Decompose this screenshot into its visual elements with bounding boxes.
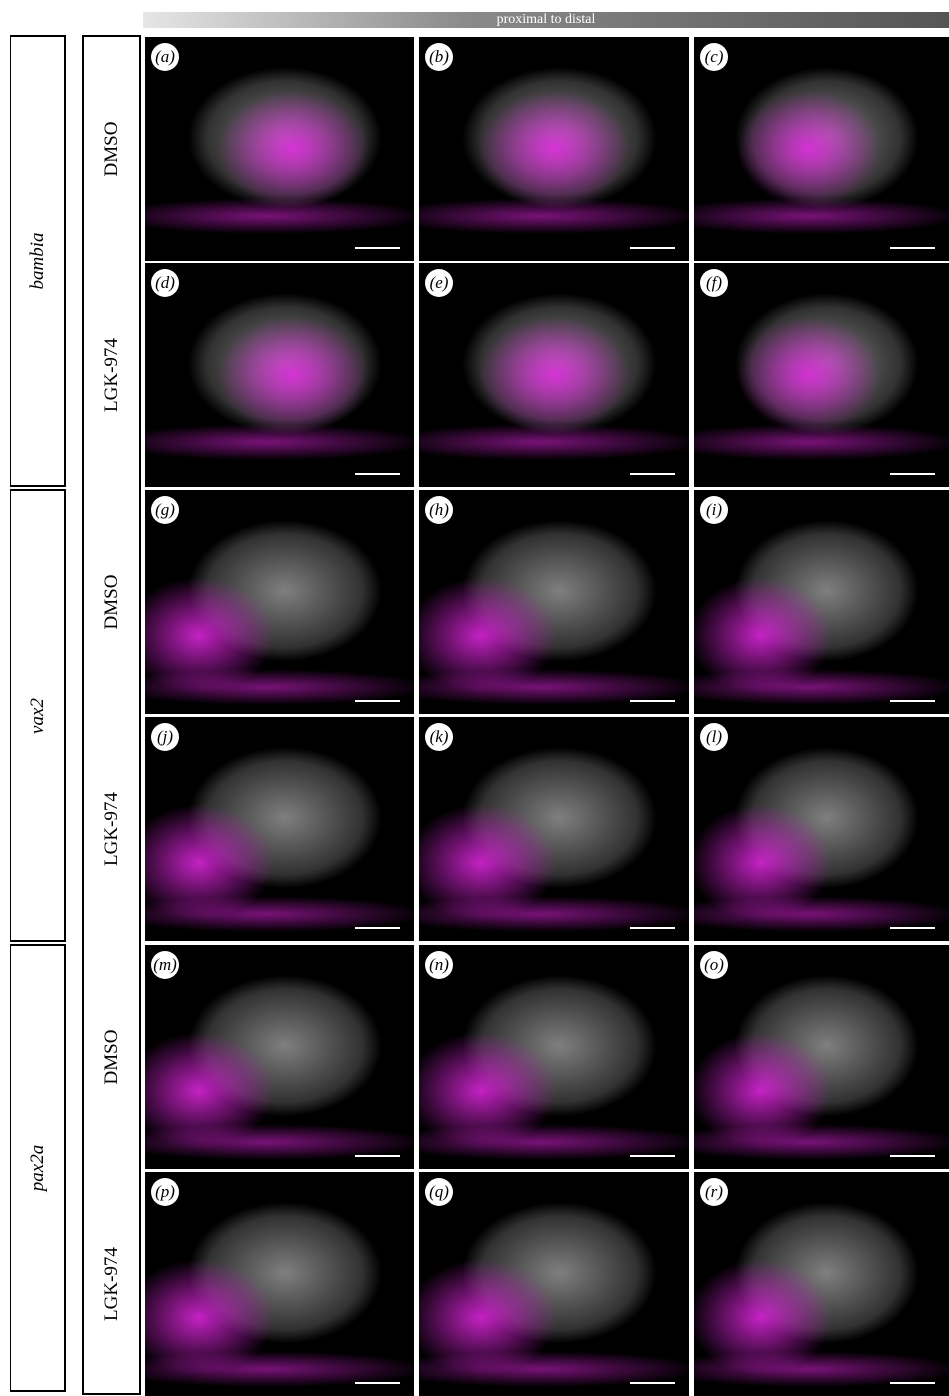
scale-bar (355, 247, 400, 249)
panel-label: (g) (151, 496, 179, 524)
image-panel: (n) (419, 945, 689, 1169)
image-panel: (j) (145, 717, 414, 941)
panel-label: (c) (700, 43, 728, 71)
treatment-label: DMSO (100, 1029, 122, 1085)
panel-label: (i) (700, 496, 728, 524)
treatment-label: LGK-974 (100, 338, 122, 412)
image-panel: (o) (694, 945, 949, 1169)
panel-label: (l) (700, 723, 728, 751)
scale-bar (630, 700, 675, 702)
scale-bar (355, 1155, 400, 1157)
panel-label: (m) (151, 951, 179, 979)
axis-gradient-bar: proximal to distal (143, 12, 949, 28)
scale-bar (890, 700, 935, 702)
scale-bar (355, 700, 400, 702)
treatment-label: DMSO (100, 574, 122, 630)
treatment-cell: DMSO (82, 490, 141, 714)
gene-label: pax2a (26, 1144, 48, 1192)
image-panel: (q) (419, 1172, 689, 1396)
gene-box: vax2 (10, 489, 66, 942)
panel-label: (d) (151, 269, 179, 297)
treatment-cell: LGK-974 (82, 1172, 141, 1396)
gene-box: pax2a (10, 944, 66, 1392)
scale-bar (890, 927, 935, 929)
scale-bar (630, 927, 675, 929)
scale-bar (355, 927, 400, 929)
image-panel: (i) (694, 490, 949, 714)
image-panel: (b) (419, 37, 689, 261)
scale-bar (890, 473, 935, 475)
scale-bar (630, 1382, 675, 1384)
image-panel: (c) (694, 37, 949, 261)
image-panel: (e) (419, 263, 689, 487)
treatment-label: LGK-974 (100, 792, 122, 866)
scale-bar (630, 247, 675, 249)
scale-bar (890, 247, 935, 249)
panel-label: (a) (151, 43, 179, 71)
panel-label: (n) (425, 951, 453, 979)
axis-label: proximal to distal (496, 12, 596, 27)
panel-label: (e) (425, 269, 453, 297)
panel-label: (h) (425, 496, 453, 524)
image-panel: (h) (419, 490, 689, 714)
panel-label: (f) (700, 269, 728, 297)
scale-bar (630, 473, 675, 475)
treatment-label: DMSO (100, 121, 122, 177)
scale-bar (890, 1155, 935, 1157)
scale-bar (630, 1155, 675, 1157)
scale-bar (355, 1382, 400, 1384)
scale-bar (355, 473, 400, 475)
treatment-cell: LGK-974 (82, 717, 141, 941)
scale-bar (890, 1382, 935, 1384)
gene-label: bambia (26, 232, 48, 290)
panel-label: (p) (151, 1178, 179, 1206)
image-panel: (p) (145, 1172, 414, 1396)
image-panel: (d) (145, 263, 414, 487)
treatment-label: LGK-974 (100, 1247, 122, 1321)
image-panel: (f) (694, 263, 949, 487)
image-panel: (g) (145, 490, 414, 714)
gene-label: vax2 (26, 697, 48, 734)
image-panel: (a) (145, 37, 414, 261)
image-panel: (m) (145, 945, 414, 1169)
treatment-cell: DMSO (82, 945, 141, 1169)
treatment-cell: DMSO (82, 37, 141, 261)
panel-label: (o) (700, 951, 728, 979)
gene-box: bambia (10, 35, 66, 487)
panel-label: (b) (425, 43, 453, 71)
panel-label: (k) (425, 723, 453, 751)
image-panel: (k) (419, 717, 689, 941)
image-panel: (r) (694, 1172, 949, 1396)
panel-label: (q) (425, 1178, 453, 1206)
panel-label: (j) (151, 723, 179, 751)
panel-label: (r) (700, 1178, 728, 1206)
treatment-cell: LGK-974 (82, 263, 141, 487)
image-panel: (l) (694, 717, 949, 941)
